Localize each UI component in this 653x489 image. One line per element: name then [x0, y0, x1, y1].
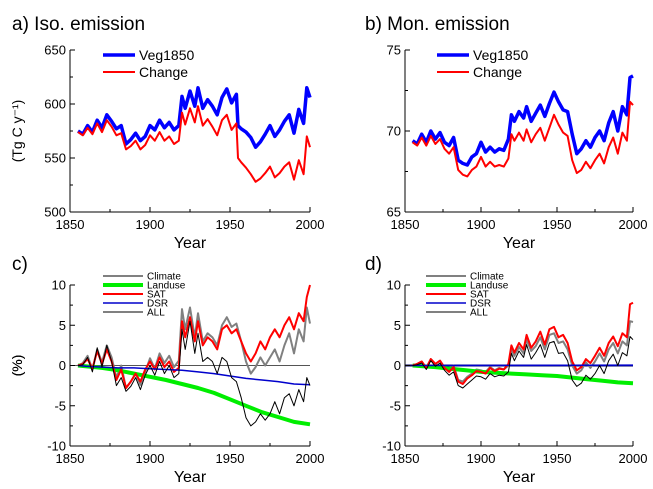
panel-title: b) Mon. emission [365, 14, 510, 35]
y-tick-label: -10 [382, 439, 401, 454]
series-line-all [77, 320, 311, 427]
x-tick-label: 1950 [543, 217, 572, 232]
legend-label: Climate [470, 272, 504, 283]
y-tick-label: 5 [59, 318, 66, 333]
y-tick-label: -5 [389, 398, 401, 413]
y-tick-label: 5 [394, 318, 401, 333]
x-tick-label: 2000 [619, 217, 648, 232]
legend-label: SAT [470, 290, 489, 301]
x-tick-label: 1950 [216, 217, 245, 232]
x-tick-label: 1950 [543, 451, 572, 466]
legend-label: SAT [147, 290, 166, 301]
legend-label: Change [473, 64, 522, 80]
legend-label: Climate [147, 272, 181, 283]
y-tick-label: 0 [394, 358, 401, 373]
y-tick-label: 550 [44, 151, 66, 166]
x-axis-label: Year [503, 235, 536, 252]
y-axis-label: (Tg C y⁻¹) [9, 100, 25, 163]
x-tick-label: 1900 [467, 451, 496, 466]
panel-title: c) [12, 254, 28, 275]
x-axis-label: Year [174, 235, 207, 252]
series-line-change [412, 100, 634, 178]
x-tick-label: 1850 [391, 217, 420, 232]
x-axis-label: Year [174, 469, 207, 486]
panel-c: c) -10 -5 0 5 10 1850 1900 1950 2000 Year (%) Climat… [9, 254, 324, 486]
x-tick-label: 1900 [136, 451, 165, 466]
series-line-landuse [77, 363, 311, 427]
y-axis-label: (%) [9, 355, 25, 377]
series-line-veg1850 [411, 74, 634, 167]
x-tick-label: 1850 [391, 451, 420, 466]
legend-label: Landuse [470, 281, 509, 292]
legend-label: Veg1850 [139, 47, 194, 63]
series-line-dsr [77, 364, 311, 386]
y-tick-label: 10 [52, 278, 66, 293]
legend-label: DSR [470, 299, 491, 310]
legend-label: ALL [470, 308, 488, 319]
series-line-sat [77, 284, 311, 389]
y-tick-label: 0 [59, 358, 66, 373]
panel-b: b) Mon. emission 65 70 75 1850 1900 1950 2000 Ye… [365, 14, 647, 252]
series-line-sat [412, 301, 634, 385]
series-line-veg1850 [77, 86, 312, 149]
x-tick-label: 1950 [216, 451, 245, 466]
y-tick-label: -10 [47, 439, 66, 454]
y-tick-label: 10 [387, 278, 401, 293]
panel-d: d) -10 -5 0 5 10 1850 1900 1950 2000 Year (%) Climat… [9, 254, 647, 486]
panel-title: d) [365, 254, 382, 275]
y-tick-label: 75 [387, 43, 401, 58]
y-tick-label: 65 [387, 205, 401, 220]
legend-label: Landuse [147, 281, 186, 292]
legend-label: DSR [147, 299, 168, 310]
x-tick-label: 1850 [56, 451, 85, 466]
x-tick-label: 1900 [136, 217, 165, 232]
legend-label: Change [139, 64, 188, 80]
series-line-change [77, 105, 311, 183]
legend-label: Veg1850 [473, 47, 528, 63]
x-tick-label: 2000 [619, 451, 648, 466]
y-tick-label: 70 [387, 124, 401, 139]
x-tick-label: 1900 [467, 217, 496, 232]
panel-a: a) Iso. emission 500 550 600 650 1850 1900 1950… [9, 14, 324, 252]
y-tick-label: 600 [44, 97, 66, 112]
panel-title: a) Iso. emission [12, 14, 145, 35]
y-axis-label: (%) [9, 355, 25, 377]
legend-label: ALL [147, 308, 165, 319]
x-axis-label: Year [503, 469, 536, 486]
x-tick-label: 2000 [296, 217, 325, 232]
y-tick-label: 500 [44, 205, 66, 220]
x-tick-label: 1850 [56, 217, 85, 232]
y-tick-label: 650 [44, 43, 66, 58]
x-tick-label: 2000 [296, 451, 325, 466]
y-tick-label: -5 [54, 398, 66, 413]
series-line-landuse [412, 363, 634, 386]
series-line-all [412, 336, 634, 389]
